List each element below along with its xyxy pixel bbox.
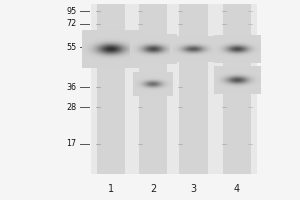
Text: 4: 4 xyxy=(234,184,240,194)
FancyBboxPatch shape xyxy=(91,4,257,174)
Text: 36: 36 xyxy=(67,83,76,92)
Text: 55: 55 xyxy=(66,43,76,51)
Text: 3: 3 xyxy=(190,184,196,194)
Text: 28: 28 xyxy=(66,102,76,112)
FancyBboxPatch shape xyxy=(97,4,125,174)
FancyBboxPatch shape xyxy=(179,4,208,174)
FancyBboxPatch shape xyxy=(223,4,251,174)
Text: 72: 72 xyxy=(66,20,76,28)
Text: 2: 2 xyxy=(150,184,156,194)
Text: 17: 17 xyxy=(66,140,76,148)
Text: 1: 1 xyxy=(108,184,114,194)
Text: 95: 95 xyxy=(66,6,76,16)
FancyBboxPatch shape xyxy=(139,4,167,174)
